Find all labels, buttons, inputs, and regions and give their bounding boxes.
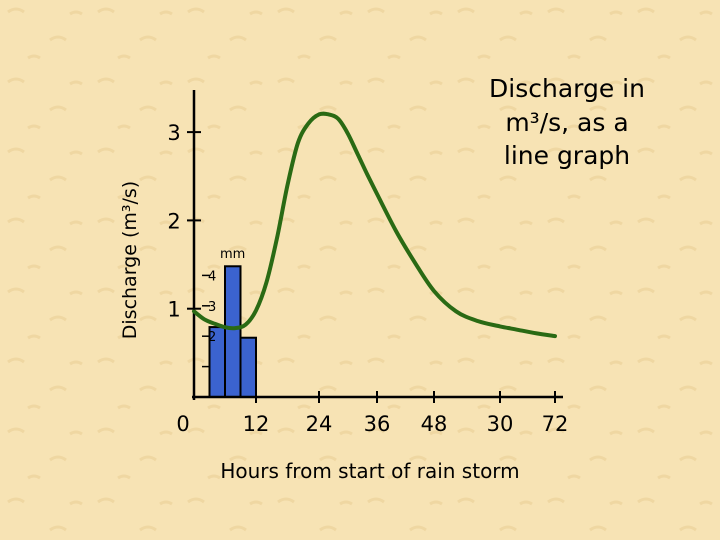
y-tick-label: 1: [167, 298, 180, 322]
y-tick-labels: 1 2 3: [167, 121, 201, 322]
y-axis-title: Discharge (m³/s): [119, 181, 141, 339]
y-tick-label: 2: [167, 209, 180, 233]
rainfall-tick-label: 2: [208, 330, 216, 345]
title-line-1: Discharge in: [489, 74, 645, 103]
x-tick-label: 36: [364, 412, 391, 436]
x-tick-label: 72: [542, 412, 569, 436]
x-tick-label: 0: [176, 412, 189, 436]
x-tick-label: 48: [421, 412, 448, 436]
rainfall-tick-label: 3: [208, 300, 216, 315]
rainfall-tick-label: 4: [208, 269, 216, 284]
x-axis-title: Hours from start of rain storm: [220, 459, 519, 483]
rainfall-axis: mm 2 3 4: [202, 247, 245, 368]
discharge-line: [192, 111, 557, 339]
rainfall-bar: [239, 336, 257, 398]
chart-title: Discharge in m³/s, as a line graph: [489, 74, 645, 170]
rainfall-unit-label: mm: [220, 247, 245, 262]
rainfall-bars: [208, 265, 257, 398]
x-tick-label: 12: [243, 412, 270, 436]
title-line-2: m³/s, as a: [505, 108, 628, 137]
title-line-3: line graph: [504, 141, 630, 170]
x-tick-labels: 0 12 24 36 48 30 72: [176, 391, 568, 436]
hydrograph-layer: [192, 111, 557, 339]
x-tick-label: 30: [487, 412, 514, 436]
y-tick-label: 3: [167, 121, 180, 145]
x-tick-label: 24: [306, 412, 333, 436]
rainfall-bar: [224, 265, 242, 398]
